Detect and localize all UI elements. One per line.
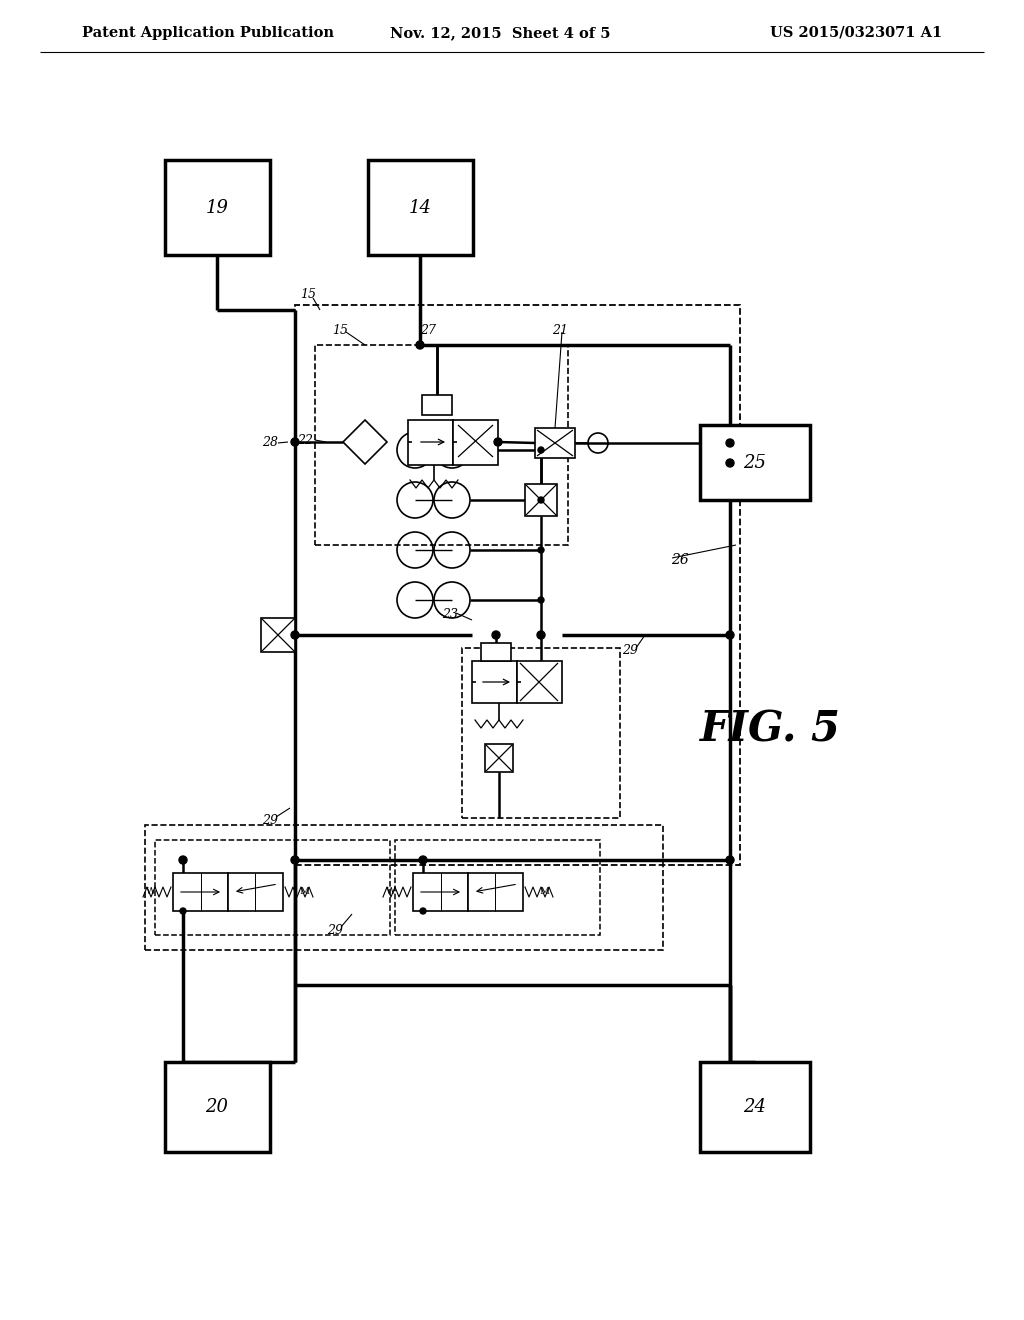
Bar: [261, 618, 295, 652]
Text: 24: 24: [743, 1098, 767, 1115]
Circle shape: [419, 855, 427, 865]
Bar: [228, 873, 283, 911]
Bar: [145, 825, 663, 950]
Text: 21: 21: [552, 323, 568, 337]
Circle shape: [537, 631, 545, 639]
Circle shape: [492, 631, 500, 639]
Bar: [517, 661, 562, 704]
Text: 25: 25: [743, 454, 767, 473]
Bar: [408, 420, 453, 465]
Text: Patent Application Publication: Patent Application Publication: [82, 26, 334, 40]
Text: 28: 28: [262, 436, 278, 449]
Bar: [395, 840, 600, 935]
Bar: [462, 648, 620, 818]
Bar: [165, 160, 270, 255]
Circle shape: [538, 498, 544, 503]
Bar: [422, 395, 452, 414]
Text: 26: 26: [671, 553, 689, 568]
Circle shape: [726, 855, 734, 865]
Text: W: W: [386, 887, 396, 896]
Text: 22: 22: [297, 433, 313, 446]
Circle shape: [291, 438, 299, 446]
Circle shape: [291, 855, 299, 865]
Text: W: W: [146, 887, 156, 896]
Text: FIG. 5: FIG. 5: [700, 709, 841, 751]
Text: 29: 29: [262, 813, 278, 826]
Text: 27: 27: [420, 323, 436, 337]
Bar: [155, 840, 390, 935]
Text: 20: 20: [206, 1098, 228, 1115]
Bar: [700, 425, 810, 500]
Text: 29: 29: [327, 924, 343, 936]
Bar: [700, 1063, 810, 1152]
Bar: [165, 1063, 270, 1152]
Circle shape: [494, 438, 502, 446]
Circle shape: [416, 341, 424, 348]
Text: M: M: [540, 887, 550, 896]
Bar: [525, 484, 557, 516]
Text: 15: 15: [300, 289, 316, 301]
Circle shape: [538, 546, 544, 553]
Text: 23: 23: [442, 609, 458, 622]
Text: 15: 15: [332, 323, 348, 337]
Circle shape: [180, 908, 186, 913]
Text: Nov. 12, 2015  Sheet 4 of 5: Nov. 12, 2015 Sheet 4 of 5: [390, 26, 610, 40]
Bar: [485, 744, 513, 772]
Circle shape: [538, 597, 544, 603]
Circle shape: [726, 440, 734, 447]
Text: US 2015/0323071 A1: US 2015/0323071 A1: [770, 26, 942, 40]
Polygon shape: [343, 420, 387, 465]
Text: 29: 29: [622, 644, 638, 656]
Bar: [535, 428, 575, 458]
Bar: [413, 873, 468, 911]
Bar: [472, 661, 517, 704]
Bar: [468, 873, 523, 911]
Circle shape: [420, 908, 426, 913]
Circle shape: [726, 459, 734, 467]
Circle shape: [726, 631, 734, 639]
Text: 14: 14: [409, 199, 431, 216]
Circle shape: [179, 855, 187, 865]
Circle shape: [291, 631, 299, 639]
Bar: [173, 873, 228, 911]
Bar: [315, 345, 568, 545]
Bar: [295, 305, 740, 865]
Bar: [481, 643, 511, 661]
Circle shape: [538, 447, 544, 453]
Bar: [453, 420, 498, 465]
Bar: [368, 160, 473, 255]
Text: 19: 19: [206, 199, 228, 216]
Text: M: M: [300, 887, 310, 896]
